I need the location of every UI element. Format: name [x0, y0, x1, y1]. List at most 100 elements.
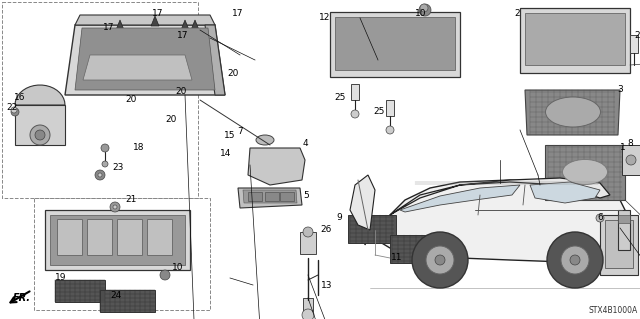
Text: 3: 3: [617, 85, 623, 94]
Polygon shape: [525, 13, 625, 65]
FancyBboxPatch shape: [267, 166, 277, 174]
Polygon shape: [400, 185, 520, 212]
Text: 5: 5: [303, 190, 308, 199]
Polygon shape: [238, 188, 302, 208]
Bar: [100, 290, 155, 312]
Text: 17: 17: [232, 9, 243, 18]
FancyBboxPatch shape: [118, 219, 143, 256]
Text: 25: 25: [634, 31, 640, 40]
Circle shape: [533, 38, 547, 52]
Text: 6: 6: [597, 213, 603, 222]
Polygon shape: [15, 105, 65, 145]
Text: 15: 15: [224, 130, 236, 139]
Polygon shape: [197, 62, 203, 71]
Bar: [348, 215, 396, 243]
Circle shape: [553, 18, 567, 32]
Text: 13: 13: [321, 280, 333, 290]
Circle shape: [596, 214, 604, 222]
Circle shape: [626, 155, 636, 165]
Polygon shape: [181, 20, 189, 30]
Polygon shape: [45, 210, 190, 270]
Text: 12: 12: [319, 13, 330, 23]
Text: 16: 16: [14, 93, 26, 102]
FancyBboxPatch shape: [281, 154, 291, 162]
Bar: [300, 232, 316, 254]
Circle shape: [110, 202, 120, 212]
Circle shape: [102, 161, 108, 167]
Text: 8: 8: [627, 138, 633, 147]
Text: 23: 23: [112, 162, 124, 172]
Circle shape: [412, 232, 468, 288]
Text: 20: 20: [165, 115, 177, 124]
Circle shape: [440, 46, 452, 58]
Bar: [2, 2, 198, 198]
Text: 19: 19: [55, 273, 67, 283]
Text: 17: 17: [103, 24, 115, 33]
Circle shape: [376, 46, 388, 58]
Bar: [265, 192, 279, 201]
Circle shape: [344, 26, 356, 38]
Bar: [390, 235, 438, 263]
Bar: [630, 35, 638, 53]
Circle shape: [547, 232, 603, 288]
Circle shape: [583, 38, 597, 52]
Text: 26: 26: [320, 226, 332, 234]
Text: 17: 17: [152, 9, 163, 18]
Circle shape: [302, 309, 314, 319]
Circle shape: [30, 125, 50, 145]
Polygon shape: [75, 15, 215, 25]
Circle shape: [578, 18, 592, 32]
Polygon shape: [530, 182, 600, 203]
Circle shape: [420, 4, 428, 12]
Bar: [34, 198, 210, 310]
Polygon shape: [50, 215, 185, 265]
Bar: [351, 84, 359, 100]
FancyBboxPatch shape: [267, 154, 277, 162]
FancyBboxPatch shape: [147, 219, 173, 256]
Text: 17: 17: [177, 31, 189, 40]
Circle shape: [11, 107, 17, 113]
Circle shape: [419, 4, 431, 16]
Polygon shape: [65, 25, 225, 95]
Polygon shape: [147, 32, 153, 41]
Polygon shape: [15, 85, 65, 105]
Circle shape: [95, 170, 105, 180]
Circle shape: [101, 144, 109, 152]
Text: 2: 2: [514, 9, 520, 18]
Circle shape: [98, 173, 102, 177]
Circle shape: [351, 110, 359, 118]
Bar: [303, 298, 313, 314]
Ellipse shape: [563, 160, 607, 184]
Polygon shape: [162, 47, 168, 56]
Polygon shape: [75, 28, 215, 90]
Text: 14: 14: [220, 149, 232, 158]
Text: 4: 4: [303, 138, 308, 147]
Circle shape: [440, 26, 452, 38]
Polygon shape: [545, 145, 625, 200]
Bar: [248, 192, 262, 201]
Bar: [55, 280, 105, 302]
Circle shape: [432, 37, 448, 53]
Circle shape: [561, 246, 589, 274]
Text: 7: 7: [237, 128, 243, 137]
Polygon shape: [390, 178, 610, 215]
Bar: [622, 145, 640, 175]
Circle shape: [376, 26, 388, 38]
Circle shape: [344, 46, 356, 58]
Bar: [520, 8, 630, 73]
Circle shape: [528, 18, 542, 32]
Text: 18: 18: [133, 144, 145, 152]
Polygon shape: [243, 190, 297, 203]
Text: 22: 22: [6, 103, 17, 113]
Polygon shape: [248, 148, 305, 185]
Text: 20: 20: [175, 87, 186, 97]
Polygon shape: [350, 175, 375, 230]
Text: 25: 25: [373, 108, 385, 116]
Circle shape: [426, 246, 454, 274]
Circle shape: [408, 46, 420, 58]
Bar: [600, 215, 638, 275]
Polygon shape: [151, 16, 159, 26]
Text: 20: 20: [125, 95, 136, 105]
Bar: [605, 220, 633, 268]
Circle shape: [608, 38, 622, 52]
